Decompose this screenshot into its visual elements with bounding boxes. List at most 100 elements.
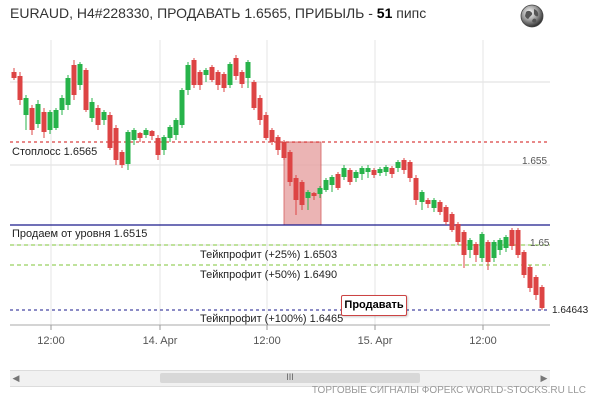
candle-body <box>287 152 293 182</box>
candle-body <box>275 137 281 150</box>
scrollbar-thumb[interactable]: III <box>160 372 420 383</box>
candle-body <box>263 115 269 138</box>
candle-body <box>419 192 425 202</box>
candle-body <box>461 232 467 255</box>
candle-body <box>17 76 23 100</box>
current-price-label: 1.64643 <box>552 305 589 316</box>
candle-body <box>479 234 485 258</box>
candle-body <box>497 240 503 250</box>
tp100-label: Тейкпрофит (+100%) 1.6465 <box>200 313 343 325</box>
time-label-1: 14. Apr <box>143 335 178 347</box>
candle-body <box>395 162 401 168</box>
price-chart[interactable]: Стоплосс 1.6565 Продаем от уровня 1.6515… <box>0 0 600 370</box>
candle-body <box>503 237 509 248</box>
horizontal-scrollbar[interactable]: ◀ III ▶ <box>10 370 550 387</box>
candle-body <box>239 72 245 84</box>
candle-body <box>137 133 143 138</box>
candle-body <box>509 230 515 246</box>
candle-body <box>89 102 95 118</box>
candle-body <box>77 64 83 85</box>
candle-body <box>401 160 407 170</box>
arrow-right-icon[interactable]: ▶ <box>540 373 548 383</box>
price-label-1655: 1.655 <box>522 156 547 167</box>
candle-body <box>407 162 413 178</box>
candle-body <box>269 130 275 142</box>
chart-header: EURAUD, H4#228330, ПРОДАВАТЬ 1.6565, ПРИ… <box>0 0 600 34</box>
candle-body <box>155 138 161 155</box>
candle-body <box>95 108 101 125</box>
candle-body <box>71 65 77 95</box>
candle-body <box>209 67 215 80</box>
candle-body <box>41 112 47 132</box>
chart-title: EURAUD, H4#228330, ПРОДАВАТЬ 1.6565, ПРИ… <box>10 5 427 21</box>
candle-body <box>371 170 377 175</box>
candle-body <box>527 267 533 288</box>
candle-body <box>521 252 527 275</box>
candle-body <box>383 167 389 172</box>
candle-body <box>533 277 539 295</box>
candle-body <box>443 207 449 222</box>
candle-body <box>281 142 287 158</box>
candle-body <box>197 72 203 85</box>
candle-body <box>233 58 239 76</box>
time-label-4: 12:00 <box>469 335 497 347</box>
candle-body <box>107 115 113 148</box>
candle-body <box>35 104 41 124</box>
arrow-left-icon[interactable]: ◀ <box>12 373 20 383</box>
candle-body <box>23 98 29 115</box>
candle-body <box>311 193 317 196</box>
price-label-165: 1.65 <box>530 238 550 249</box>
candle-body <box>299 182 305 205</box>
candle-body <box>215 72 221 85</box>
candle-body <box>425 200 431 204</box>
candle-body <box>329 177 335 185</box>
candle-body <box>515 230 521 255</box>
candle-body <box>173 120 179 135</box>
candle-body <box>167 127 173 138</box>
globe-icon[interactable] <box>520 4 544 28</box>
candle-body <box>437 202 443 212</box>
candles <box>11 55 545 310</box>
candle-body <box>257 98 263 120</box>
candle-body <box>539 287 545 308</box>
candle-body <box>131 130 137 140</box>
candle-body <box>101 112 107 120</box>
tp50-label: Тейкпрофит (+50%) 1.6490 <box>200 269 337 281</box>
candle-body <box>191 60 197 85</box>
candle-body <box>377 169 383 173</box>
candle-body <box>113 128 119 160</box>
candle-body <box>455 224 461 242</box>
candle-body <box>359 168 365 174</box>
sell-button[interactable]: Продавать <box>341 295 407 316</box>
candle-body <box>449 214 455 230</box>
time-label-2: 12:00 <box>253 335 281 347</box>
time-label-3: 15. Apr <box>358 335 393 347</box>
candle-body <box>491 242 497 258</box>
candle-body <box>47 112 53 130</box>
candle-body <box>341 168 347 177</box>
candle-body <box>11 72 17 78</box>
candle-body <box>83 70 89 110</box>
stoploss-label: Стоплосс 1.6565 <box>12 146 97 158</box>
candle-body <box>347 170 353 182</box>
time-gridlines <box>50 40 484 325</box>
candle-body <box>317 188 323 194</box>
candle-body <box>203 70 209 75</box>
time-ticks <box>50 325 484 330</box>
candle-body <box>335 174 341 188</box>
pips-value: 51 <box>376 5 393 21</box>
candle-body <box>149 131 155 136</box>
candle-body <box>179 90 185 125</box>
candle-body <box>143 130 149 135</box>
footer-text: ТОРГОВЫЕ СИГНАЛЫ ФОРЕКС WORLD-STOCKS.RU … <box>311 385 586 396</box>
scrollbar-grip: III <box>286 372 294 382</box>
time-label-0: 12:00 <box>37 335 65 347</box>
candle-body <box>473 244 479 255</box>
candle-body <box>293 178 299 200</box>
candle-body <box>353 172 359 178</box>
candle-body <box>323 180 329 190</box>
candle-body <box>305 192 311 198</box>
candle-body <box>221 74 227 88</box>
candle-body <box>161 137 167 150</box>
candle-body <box>467 240 473 250</box>
